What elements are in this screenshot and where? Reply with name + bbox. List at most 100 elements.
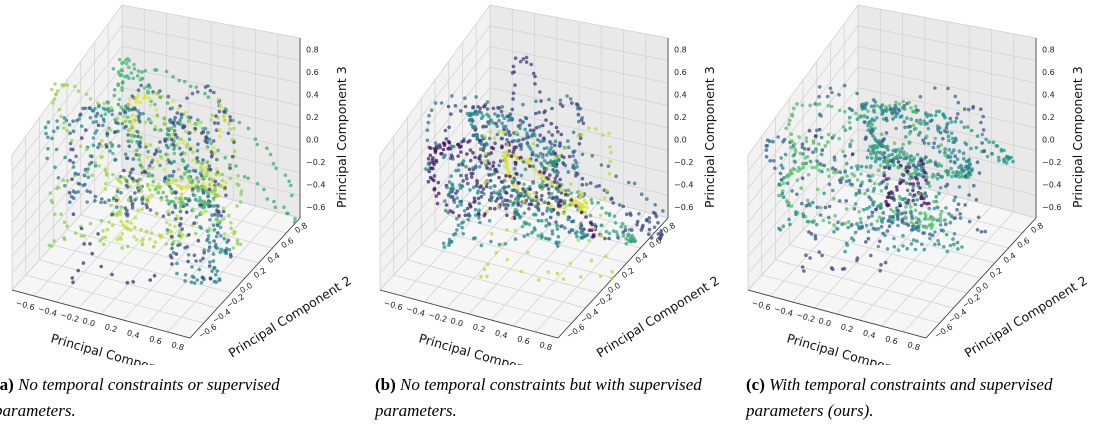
data-point — [957, 149, 962, 153]
data-point — [128, 228, 133, 232]
data-point — [479, 111, 484, 115]
data-point — [182, 124, 187, 129]
data-point — [223, 155, 227, 160]
data-point — [190, 187, 195, 191]
data-point — [187, 137, 192, 142]
data-point — [558, 198, 562, 202]
data-point — [911, 238, 916, 242]
data-point — [957, 165, 961, 169]
data-point — [127, 65, 131, 70]
data-point — [120, 246, 124, 250]
data-point — [926, 126, 931, 131]
data-point — [789, 139, 794, 144]
data-point — [529, 62, 533, 67]
data-point — [579, 275, 583, 279]
data-point — [145, 182, 150, 187]
data-point — [853, 230, 858, 235]
data-point — [545, 206, 550, 210]
data-point — [482, 213, 486, 218]
data-point — [181, 159, 186, 164]
data-point — [227, 213, 231, 218]
data-point — [508, 174, 512, 179]
data-point — [433, 101, 438, 105]
data-point — [217, 277, 222, 281]
data-point — [811, 200, 815, 205]
data-point — [843, 154, 847, 158]
data-point — [588, 213, 593, 218]
data-point — [443, 153, 447, 157]
data-point — [504, 202, 508, 207]
data-point — [513, 178, 517, 182]
data-point — [179, 152, 183, 157]
data-point — [485, 209, 489, 214]
data-point — [196, 180, 201, 184]
data-point — [566, 145, 571, 150]
data-point — [580, 152, 585, 157]
data-point — [843, 109, 847, 114]
data-point — [603, 236, 607, 241]
data-point — [436, 180, 441, 185]
data-point — [953, 119, 958, 124]
data-point — [941, 113, 945, 117]
data-point — [881, 216, 886, 221]
data-point — [500, 145, 504, 150]
data-point — [144, 197, 148, 201]
data-point — [195, 122, 200, 126]
data-point — [229, 226, 233, 231]
data-point — [513, 56, 518, 60]
data-point — [484, 184, 489, 189]
data-point — [908, 160, 912, 165]
data-point — [471, 166, 475, 170]
data-point — [206, 248, 211, 253]
data-point — [804, 253, 808, 257]
data-point — [87, 106, 92, 110]
z-tick-label: −0.4 — [674, 180, 693, 189]
data-point — [881, 144, 886, 148]
data-point — [538, 170, 542, 174]
data-point — [153, 102, 157, 107]
data-point — [954, 116, 959, 120]
data-point — [946, 134, 951, 139]
data-point — [453, 104, 458, 108]
x-axis-line — [747, 289, 927, 339]
data-point — [510, 71, 515, 75]
data-point — [950, 151, 954, 155]
data-point — [946, 155, 950, 159]
data-point — [922, 201, 926, 205]
data-point — [461, 139, 466, 143]
data-point — [606, 164, 611, 168]
data-point — [456, 223, 461, 227]
data-point — [881, 153, 885, 157]
data-point — [485, 274, 489, 279]
data-point — [171, 99, 175, 104]
data-point — [149, 99, 153, 104]
data-point — [93, 106, 97, 111]
data-point — [130, 201, 135, 206]
data-point — [217, 209, 221, 214]
data-point — [184, 110, 188, 114]
data-point — [212, 228, 217, 232]
data-point — [73, 84, 77, 89]
data-point — [932, 206, 937, 211]
data-point — [831, 267, 835, 272]
data-point — [865, 206, 869, 211]
data-point — [458, 199, 462, 204]
data-point — [832, 196, 836, 201]
data-point — [950, 136, 955, 141]
data-point — [179, 137, 183, 141]
data-point — [482, 181, 487, 185]
x-axis-line — [379, 289, 559, 339]
data-point — [185, 142, 190, 147]
data-point — [479, 274, 483, 279]
data-point — [186, 184, 190, 188]
data-point — [531, 71, 536, 76]
data-point — [556, 244, 560, 248]
data-point — [144, 142, 148, 146]
data-point — [140, 70, 144, 74]
data-point — [801, 152, 805, 156]
data-point — [460, 225, 464, 230]
data-point — [175, 271, 179, 276]
axis-panes — [11, 4, 301, 339]
data-point — [896, 248, 901, 252]
data-point — [878, 269, 882, 273]
